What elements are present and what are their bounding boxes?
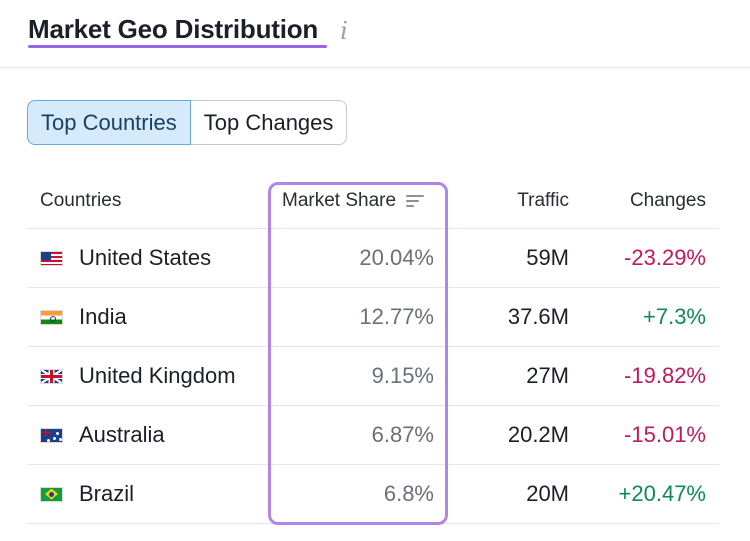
widget-header: Market Geo Distribution i (0, 0, 750, 68)
table-row[interactable]: Australia 6.87% 20.2M -15.01% (28, 406, 719, 465)
info-icon[interactable]: i (340, 17, 348, 45)
title-underline (28, 45, 327, 48)
brazil-flag-icon (40, 486, 63, 502)
geo-table: Countries Market Share Traffic Changes U… (28, 173, 719, 524)
sort-icon[interactable] (406, 194, 425, 208)
column-header-traffic[interactable]: Traffic (517, 189, 569, 211)
country-name: United States (79, 245, 212, 270)
table-row[interactable]: United Kingdom 9.15% 27M -19.82% (28, 347, 719, 406)
country-name: Australia (79, 422, 165, 447)
table-row[interactable]: United States 20.04% 59M -23.29% (28, 229, 719, 288)
country-name: Brazil (79, 481, 135, 506)
market-share-value: 9.15% (371, 363, 434, 388)
traffic-value: 20M (526, 481, 569, 506)
market-share-value: 12.77% (359, 304, 434, 329)
country-name: United Kingdom (79, 363, 236, 388)
traffic-value: 59M (526, 245, 569, 270)
change-value: -19.82% (624, 363, 706, 388)
traffic-value: 20.2M (507, 422, 569, 447)
table-row[interactable]: India 12.77% 37.6M +7.3% (28, 288, 719, 347)
uk-flag-icon (40, 368, 63, 384)
widget-title: Market Geo Distribution (28, 14, 319, 44)
table-row[interactable]: Brazil 6.8% 20M +20.47% (28, 465, 719, 524)
country-cell: Brazil (40, 465, 134, 523)
column-header-market-share[interactable]: Market Share (282, 173, 425, 228)
change-value: +20.47% (618, 481, 706, 506)
country-cell: Australia (40, 406, 165, 464)
column-header-changes[interactable]: Changes (629, 189, 706, 211)
country-cell: United States (40, 229, 211, 287)
market-share-value: 6.87% (371, 422, 434, 447)
country-name: India (79, 304, 127, 329)
country-cell: United Kingdom (40, 347, 236, 405)
country-cell: India (40, 288, 127, 346)
tab-top-countries[interactable]: Top Countries (27, 100, 191, 145)
table-header-row: Countries Market Share Traffic Changes (28, 173, 719, 229)
change-value: -23.29% (624, 245, 706, 270)
column-header-countries: Countries (40, 189, 122, 211)
change-value: +7.3% (643, 304, 706, 329)
market-share-value: 6.8% (383, 481, 434, 506)
change-value: -15.01% (624, 422, 706, 447)
column-header-market-share-label: Market Share (282, 189, 397, 211)
traffic-value: 27M (526, 363, 569, 388)
traffic-value: 37.6M (507, 304, 569, 329)
tab-top-changes[interactable]: Top Changes (190, 100, 348, 145)
us-flag-icon (40, 250, 63, 266)
market-share-value: 20.04% (359, 245, 434, 270)
india-flag-icon (40, 309, 63, 325)
australia-flag-icon (40, 427, 63, 443)
tab-group: Top Countries Top Changes (27, 100, 348, 145)
